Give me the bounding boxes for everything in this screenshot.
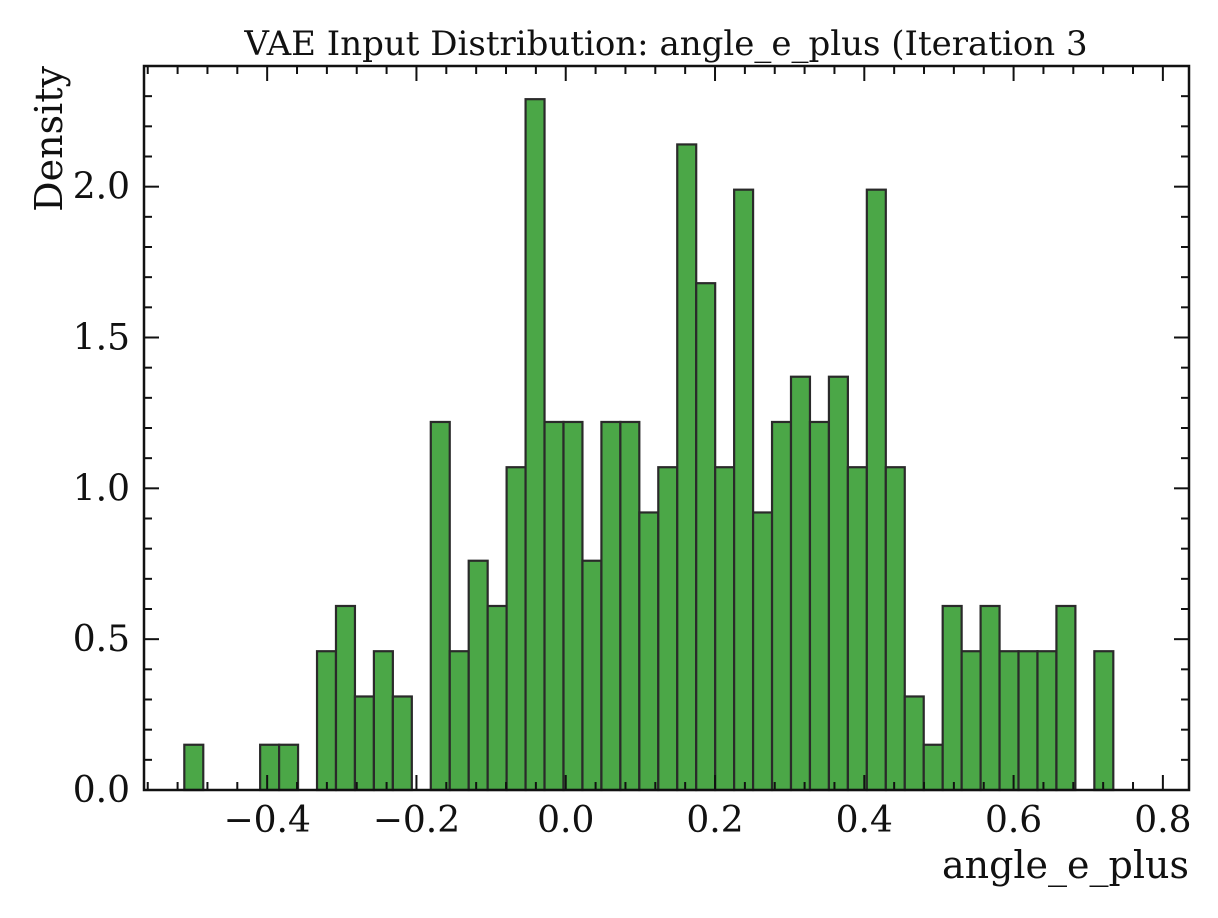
histogram-bar (1017, 650, 1039, 792)
histogram-bar (638, 511, 660, 792)
histogram-bar (922, 743, 944, 792)
x-axis-label: angle_e_plus (942, 843, 1189, 888)
histogram-bar (524, 98, 546, 792)
histogram-bar (467, 559, 489, 792)
histogram-bar (448, 650, 470, 792)
histogram-bar (884, 466, 906, 792)
histogram-bars (183, 98, 1115, 792)
y-tick-label: 1.0 (73, 468, 130, 509)
histogram-bar (808, 420, 831, 792)
histogram-bar (1036, 650, 1058, 792)
x-tick-label: 0.4 (836, 800, 893, 841)
histogram-bar (505, 466, 527, 792)
x-tick-label: 0.8 (1134, 800, 1191, 841)
histogram-bar (486, 604, 508, 792)
histogram-bar (391, 695, 413, 792)
histogram-bar (733, 188, 755, 792)
x-tick-label: 0.6 (985, 800, 1042, 841)
histogram-bar (183, 743, 205, 792)
histogram-bar (827, 375, 849, 792)
histogram-bar (865, 188, 887, 792)
histogram-bar (600, 420, 622, 792)
histogram-bar (259, 743, 281, 792)
tick-labels: −0.4 −0.2 0.0 0.2 0.4 0.6 0.8 0.0 0.5 1.0 1.5 2.0 (73, 167, 1192, 841)
histogram-bar (581, 559, 603, 792)
histogram-bar (315, 650, 338, 792)
histogram-bar (562, 420, 584, 792)
y-tick-label: 1.5 (73, 318, 130, 359)
histogram-bar (903, 695, 925, 792)
histogram-bar (676, 143, 698, 792)
histogram-bar (979, 604, 1001, 792)
histogram-bar (714, 466, 736, 792)
histogram-bar (334, 604, 357, 792)
x-tick-label: 0.2 (686, 800, 743, 841)
histogram-bar (619, 420, 641, 792)
histogram-bar (1093, 650, 1115, 792)
chart-title: VAE Input Distribution: angle_e_plus (It… (243, 24, 1087, 64)
histogram-bar (543, 420, 565, 792)
x-tick-label: −0.4 (223, 800, 310, 841)
histogram-bar (695, 282, 717, 792)
histogram-bar (372, 650, 394, 792)
plot-frame (142, 64, 1191, 792)
histogram-bar (657, 466, 679, 792)
histogram-bar (789, 375, 812, 792)
histogram-bar (846, 466, 868, 792)
histogram-bar (960, 650, 982, 792)
histogram-bar (751, 511, 774, 792)
histogram-bar (998, 650, 1020, 792)
histogram-bar (353, 695, 376, 792)
y-axis-label: Density (27, 65, 71, 211)
y-tick-label: 0.0 (73, 770, 130, 811)
y-tick-label: 2.0 (73, 167, 130, 208)
histogram-bar (1055, 604, 1077, 792)
histogram-bar (278, 743, 300, 792)
x-tick-label: 0.0 (537, 800, 594, 841)
histogram-bar (429, 420, 451, 792)
histogram-bar (941, 604, 963, 792)
y-tick-label: 0.5 (73, 619, 130, 660)
x-tick-label: −0.2 (373, 800, 460, 841)
histogram-bar (770, 420, 793, 792)
